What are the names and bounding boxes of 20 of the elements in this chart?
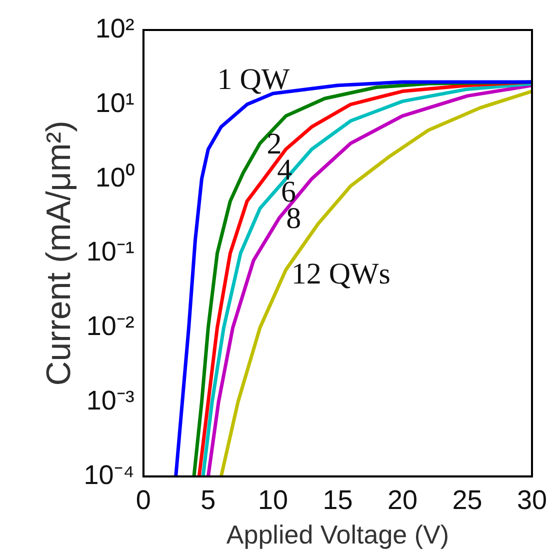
- annotation: 1 QW: [217, 63, 290, 96]
- y-tick-label: 10⁻¹: [86, 236, 134, 267]
- x-axis-title: Applied Voltage (V): [226, 520, 450, 550]
- y-tick-label: 10⁻²: [86, 311, 134, 342]
- x-tick-label: 5: [200, 485, 216, 516]
- x-tick-label: 25: [452, 485, 482, 516]
- x-tick-label: 10: [258, 485, 288, 516]
- annotation: 2: [266, 127, 282, 160]
- y-tick-label: 10²: [95, 13, 134, 44]
- y-tick-label: 10⁰: [95, 162, 134, 192]
- x-tick-label: 30: [516, 485, 548, 516]
- x-tick-label: 20: [387, 485, 418, 516]
- x-tick-label: 15: [322, 485, 353, 516]
- y-tick-label: 10⁻³: [86, 385, 134, 416]
- annotation: 12 QWs: [291, 257, 390, 290]
- y-tick-label: 10⁻⁴: [84, 460, 134, 490]
- annotation: 8: [286, 202, 302, 235]
- y-tick-label: 10¹: [95, 88, 134, 118]
- y-axis-title: Current (mA/μm²): [40, 120, 78, 386]
- x-tick-label: 0: [136, 485, 151, 516]
